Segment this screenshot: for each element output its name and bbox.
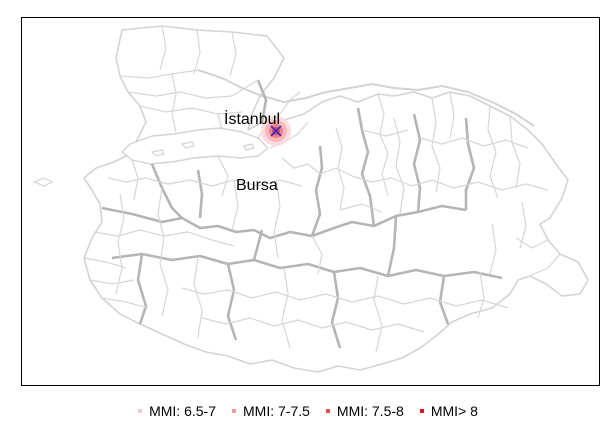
legend-label: MMI: 6.5-7 — [149, 403, 216, 419]
region-map: İstanbul Bursa — [32, 25, 589, 373]
legend-swatch — [419, 409, 424, 413]
coastline — [197, 69, 535, 127]
legend-item: MMI: 7-7.5 — [232, 403, 310, 419]
legend-swatch — [232, 409, 236, 413]
legend-swatch — [325, 409, 330, 413]
legend-item: MMI> 8 — [419, 403, 478, 419]
legend-item: MMI: 7.5-8 — [325, 403, 404, 419]
map-panel: İstanbul Bursa — [21, 17, 600, 386]
city-label-bursa: Bursa — [236, 177, 278, 194]
district-borders — [83, 25, 561, 353]
legend-label: MMI: 7-7.5 — [243, 403, 310, 419]
legend-item: MMI: 6.5-7 — [138, 403, 216, 419]
epicenter-x-icon — [270, 125, 282, 137]
province-borders — [101, 79, 503, 349]
region-outline — [83, 25, 589, 373]
city-label-istanbul: İstanbul — [224, 109, 280, 128]
legend-swatch — [138, 409, 143, 413]
islands — [32, 141, 255, 187]
legend: MMI: 6.5-7 MMI: 7-7.5 MMI: 7.5-8 MMI> 8 — [0, 400, 616, 422]
legend-label: MMI: 7.5-8 — [336, 403, 404, 419]
legend-label: MMI> 8 — [430, 403, 478, 419]
